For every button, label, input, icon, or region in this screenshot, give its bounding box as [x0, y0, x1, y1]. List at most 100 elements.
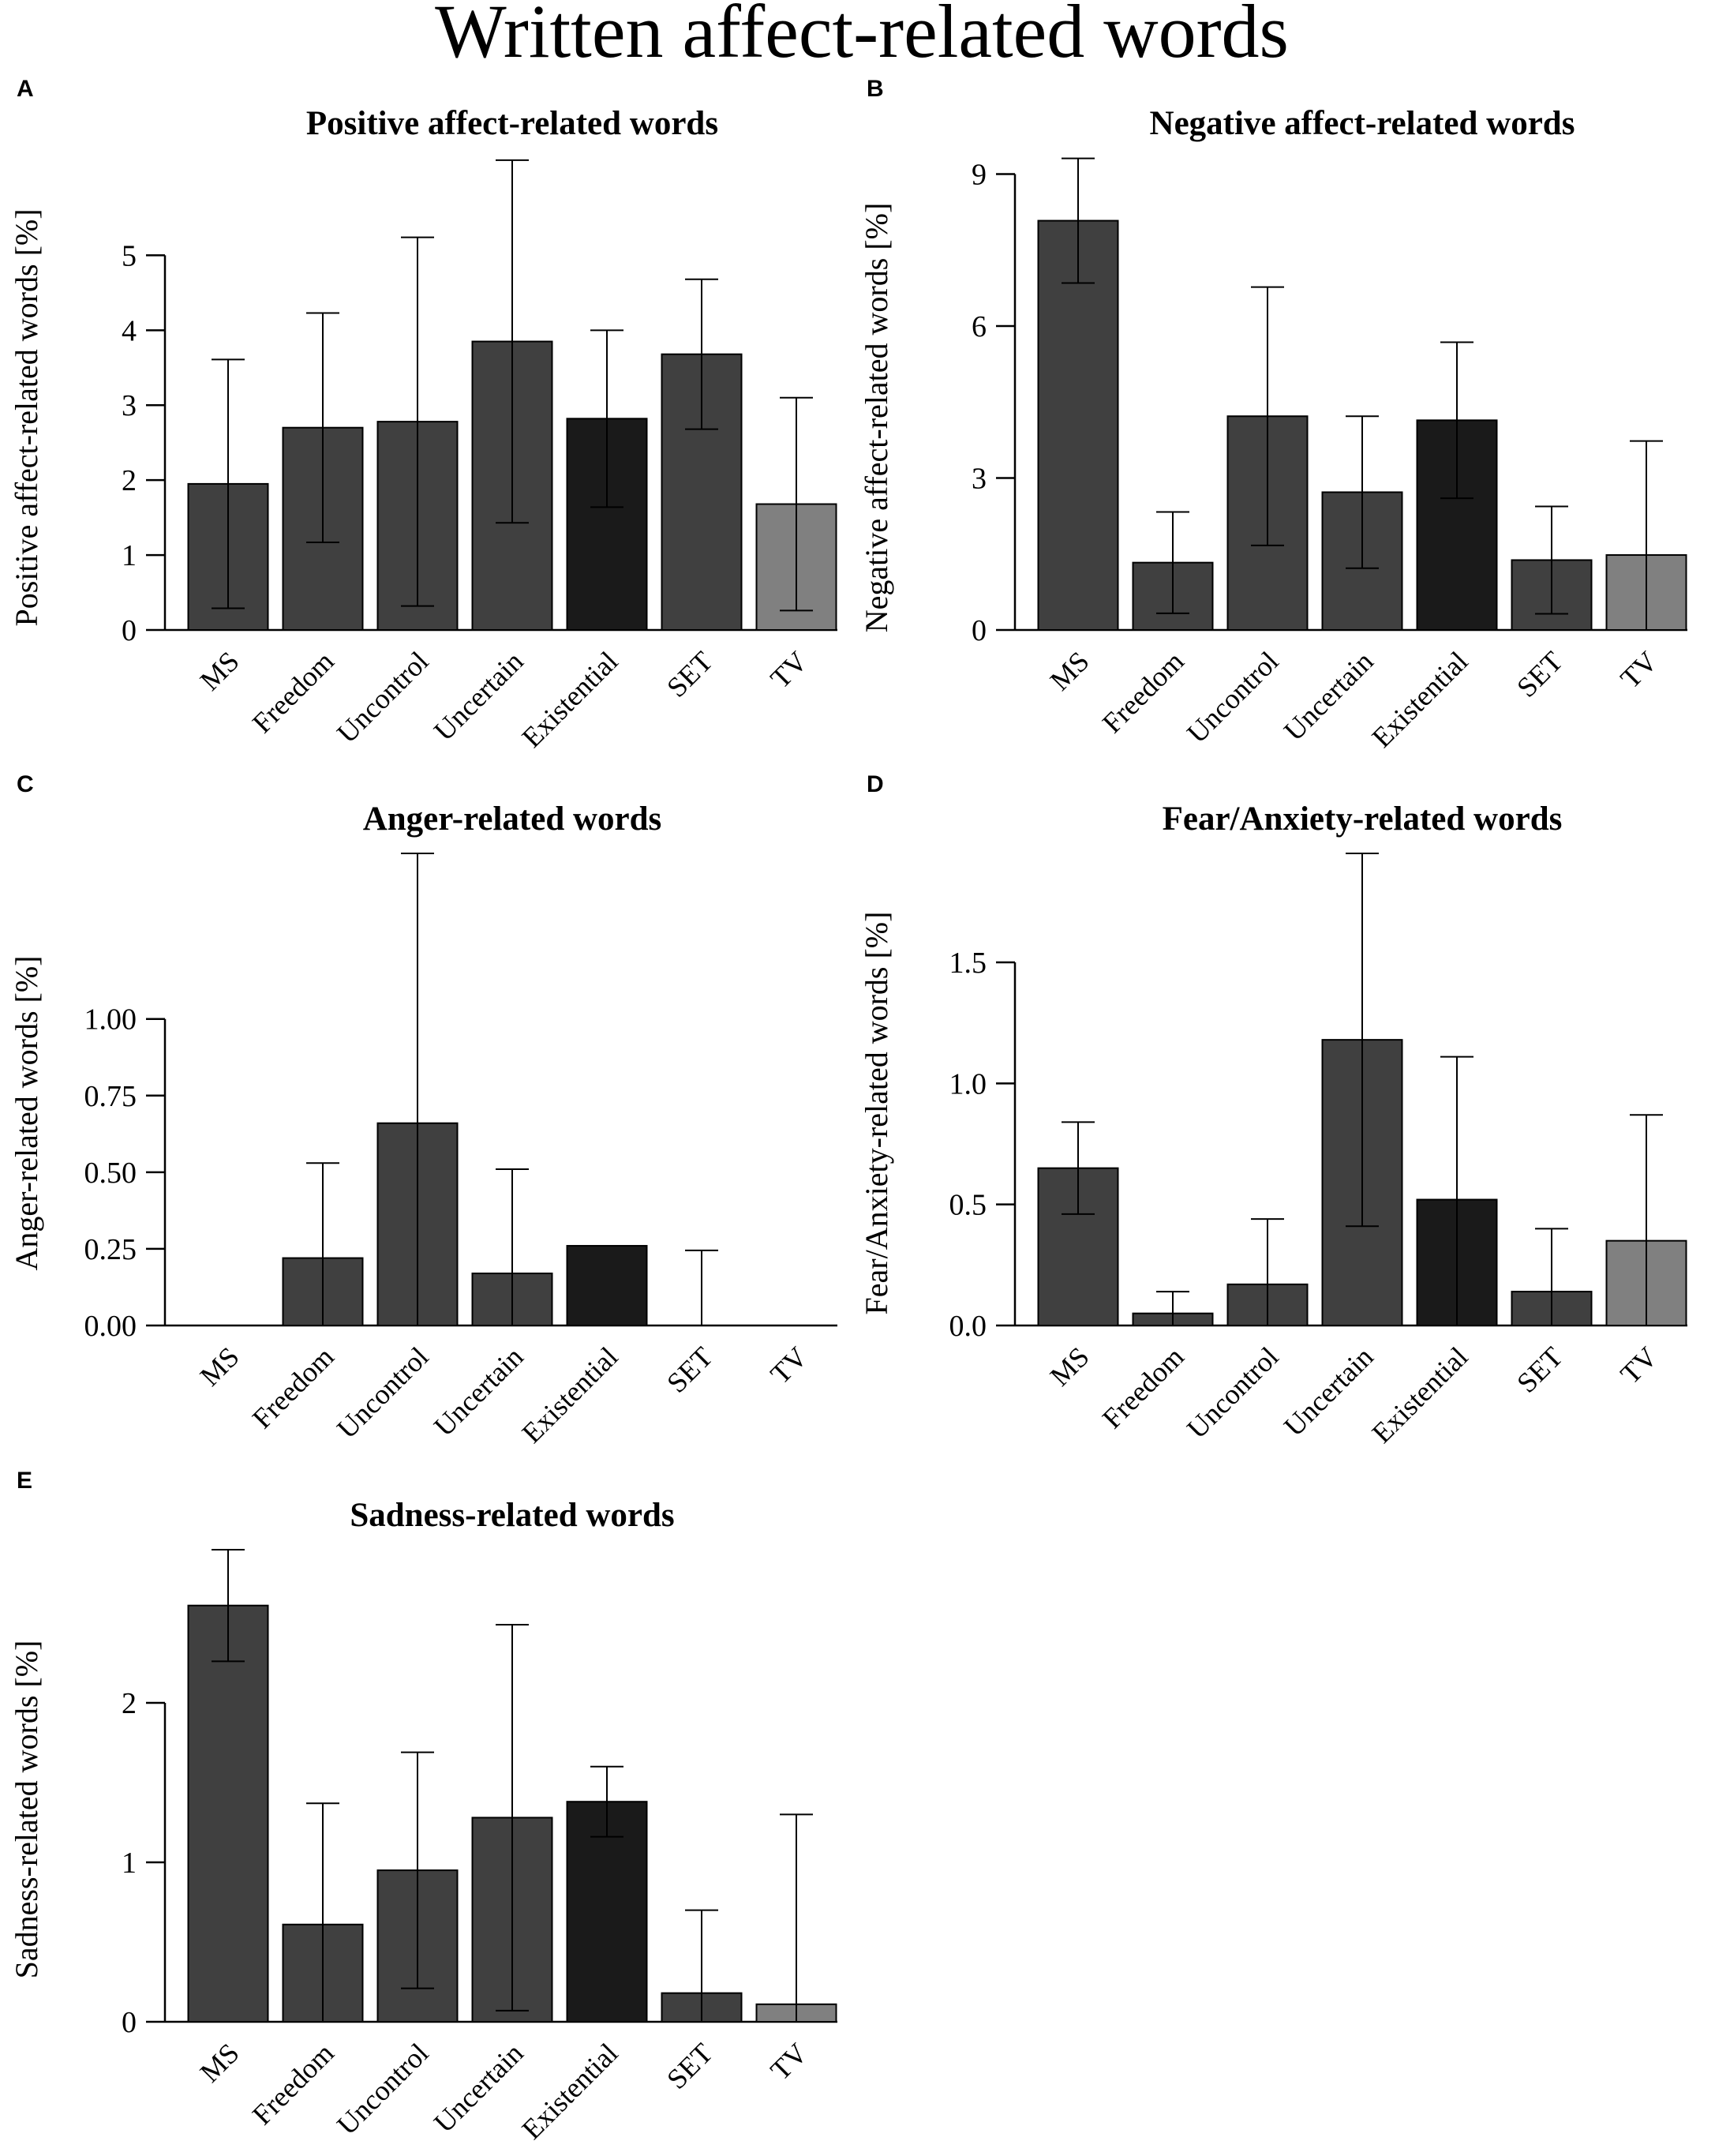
panel: B Negative affect-related words Negative a… [859, 76, 1687, 754]
y-tick-label: 0 [972, 614, 987, 647]
error-bar [212, 1549, 245, 1663]
error-bar [496, 1168, 529, 1325]
y-axis-label: Anger-related words [%] [9, 955, 44, 1270]
error-bar [496, 1623, 529, 2012]
x-tick-label: TV [1614, 645, 1663, 694]
x-tick-label: SET [661, 1340, 719, 1399]
error-bar [685, 1909, 718, 2022]
x-tick-label: Uncertain [1278, 1340, 1380, 1442]
x-tick-label: MS [1044, 1340, 1095, 1392]
error-bar [1156, 1291, 1189, 1325]
y-tick-label: 0 [122, 2006, 137, 2039]
error-bar [401, 853, 434, 1325]
x-tick-label: Uncontrol [1181, 645, 1284, 748]
y-tick-label: 3 [972, 463, 987, 496]
x-tick-label: MS [194, 2037, 245, 2088]
y-tick-label: 0.5 [949, 1189, 987, 1222]
x-tick-label: MS [194, 1340, 245, 1392]
y-tick-label: 9 [972, 159, 987, 192]
panel-title: Positive affect-related words [306, 105, 718, 142]
panel-letter: C [17, 771, 34, 797]
panel-title: Anger-related words [363, 801, 662, 838]
y-tick-label: 1.0 [949, 1067, 987, 1100]
panel-letter: D [867, 771, 884, 797]
bar [566, 1245, 648, 1326]
error-bar [1346, 415, 1379, 569]
error-bar [1535, 1228, 1568, 1325]
y-tick-label: 0.0 [949, 1310, 987, 1343]
error-bar [1156, 511, 1189, 614]
x-tick-label: SET [1511, 645, 1569, 703]
error-bar [1535, 505, 1568, 615]
x-tick-label: TV [1614, 1340, 1663, 1389]
bar [187, 1604, 269, 2023]
x-tick-label: MS [1044, 645, 1095, 696]
y-tick-label: 0.75 [84, 1080, 137, 1113]
y-tick-label: 0.00 [84, 1310, 137, 1343]
x-tick-label: MS [194, 645, 245, 696]
error-bar [1630, 1114, 1663, 1325]
x-tick-label: SET [661, 2037, 719, 2095]
x-tick-label: Freedom [246, 1340, 340, 1434]
y-tick-label: 1.5 [949, 947, 987, 980]
x-tick-label: Freedom [246, 645, 340, 739]
y-tick-label: 1.00 [84, 1003, 137, 1037]
x-tick-label: Uncertain [428, 1340, 530, 1442]
panel-letter: A [17, 76, 34, 102]
y-axis-label: Sadness-related words [%] [9, 1640, 44, 1979]
panel: E Sadness-related words Sadness-related wo… [9, 1468, 837, 2146]
panel-title: Negative affect-related words [1150, 105, 1575, 142]
panel-letter: B [867, 76, 884, 102]
y-tick-label: 0.25 [84, 1233, 137, 1266]
y-tick-label: 0 [122, 614, 137, 647]
y-tick-label: 5 [122, 239, 137, 272]
y-tick-label: 1 [122, 1847, 137, 1880]
y-tick-label: 6 [972, 310, 987, 343]
x-tick-label: Uncontrol [1181, 1340, 1284, 1444]
y-axis-label: Negative affect-related words [%] [859, 203, 894, 633]
error-bar [1251, 1218, 1284, 1325]
error-bar [306, 1162, 339, 1325]
y-tick-label: 1 [122, 539, 137, 572]
figure-title: Written affect-related words [435, 0, 1289, 73]
error-bar [685, 1249, 718, 1325]
error-bar [1630, 440, 1663, 630]
x-tick-label: Uncertain [428, 2037, 530, 2139]
panel-title: Fear/Anxiety-related words [1163, 801, 1563, 838]
bar [566, 1801, 648, 2023]
error-bar [780, 396, 813, 612]
error-bar [306, 312, 339, 543]
x-tick-label: Existential [516, 645, 624, 753]
y-tick-label: 0.50 [84, 1157, 137, 1190]
x-tick-label: Freedom [246, 2037, 340, 2131]
x-tick-label: Uncontrol [331, 645, 434, 748]
x-tick-label: Existential [516, 1340, 624, 1449]
y-tick-label: 3 [122, 389, 137, 422]
error-bar [590, 1765, 623, 1838]
error-bar [1440, 341, 1473, 500]
x-tick-label: Freedom [1096, 1340, 1190, 1434]
x-tick-label: TV [764, 2037, 813, 2086]
x-tick-label: Freedom [1096, 645, 1190, 739]
y-tick-label: 2 [122, 1687, 137, 1720]
x-tick-label: Existential [1366, 645, 1474, 753]
panel: C Anger-related words Anger-related words … [9, 771, 837, 1449]
error-bar [1062, 1121, 1095, 1215]
panel: D Fear/Anxiety-related words Fear/Anxiety-… [859, 771, 1687, 1449]
error-bar [1346, 853, 1379, 1228]
panel-title: Sadness-related words [350, 1497, 674, 1534]
error-bar [401, 236, 434, 607]
error-bar [1062, 157, 1095, 284]
bar [1037, 219, 1119, 631]
x-tick-label: Existential [1366, 1340, 1474, 1449]
error-bar [306, 1802, 339, 2022]
error-bar [1440, 1056, 1473, 1325]
error-bar [590, 329, 623, 508]
x-tick-label: SET [661, 645, 719, 703]
y-tick-label: 2 [122, 464, 137, 497]
bar [566, 418, 648, 631]
error-bar [1251, 286, 1284, 546]
panel: A Positive affect-related words Positive a… [9, 76, 837, 754]
